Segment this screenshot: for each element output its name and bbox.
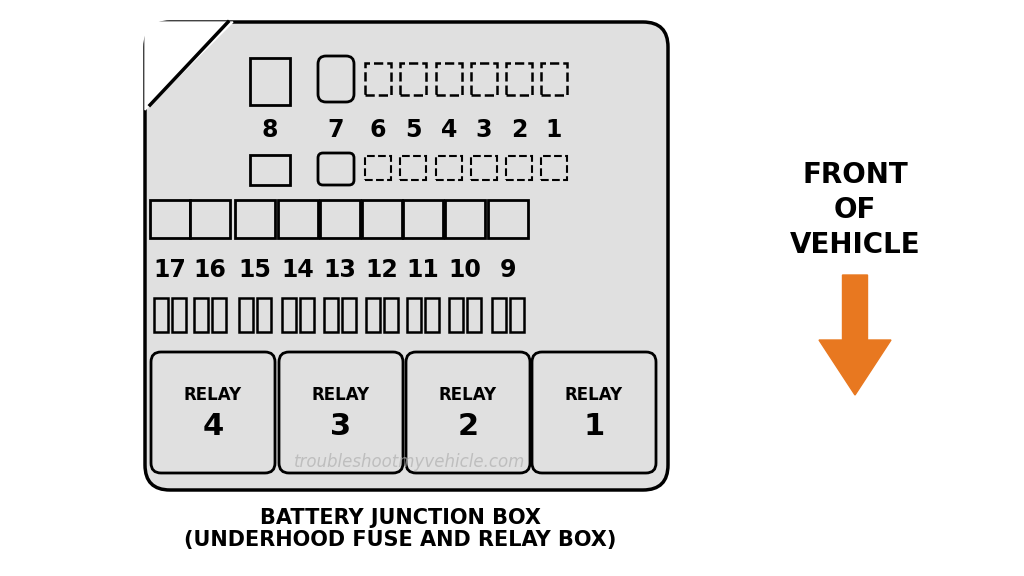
Bar — [362, 200, 402, 238]
Text: 10: 10 — [449, 258, 481, 282]
Bar — [384, 298, 398, 332]
FancyBboxPatch shape — [318, 153, 354, 185]
Text: 13: 13 — [324, 258, 356, 282]
Text: RELAY: RELAY — [565, 385, 623, 404]
Text: OF: OF — [834, 196, 877, 224]
Text: (UNDERHOOD FUSE AND RELAY BOX): (UNDERHOOD FUSE AND RELAY BOX) — [184, 530, 616, 550]
Bar — [342, 298, 356, 332]
Bar — [300, 298, 314, 332]
Text: 4: 4 — [203, 412, 223, 441]
FancyBboxPatch shape — [151, 352, 275, 473]
Text: VEHICLE: VEHICLE — [790, 231, 921, 259]
Bar — [506, 63, 532, 95]
Text: 5: 5 — [404, 118, 421, 142]
Text: 4: 4 — [440, 118, 457, 142]
Bar — [366, 298, 380, 332]
Bar — [319, 200, 360, 238]
Text: 3: 3 — [476, 118, 493, 142]
Bar — [425, 298, 439, 332]
FancyBboxPatch shape — [279, 352, 403, 473]
Bar — [212, 298, 226, 332]
FancyBboxPatch shape — [250, 155, 290, 185]
FancyBboxPatch shape — [532, 352, 656, 473]
Bar — [257, 298, 271, 332]
Bar — [436, 156, 462, 180]
Bar — [471, 156, 497, 180]
Bar — [234, 200, 275, 238]
FancyBboxPatch shape — [250, 58, 290, 105]
Text: RELAY: RELAY — [439, 385, 497, 404]
Bar — [239, 298, 253, 332]
Text: 8: 8 — [262, 118, 279, 142]
Text: 2: 2 — [511, 118, 527, 142]
Text: RELAY: RELAY — [312, 385, 370, 404]
FancyBboxPatch shape — [318, 56, 354, 102]
Text: 11: 11 — [407, 258, 439, 282]
Bar — [400, 156, 426, 180]
FancyArrow shape — [819, 275, 891, 395]
Bar — [492, 298, 506, 332]
FancyBboxPatch shape — [145, 22, 668, 490]
Text: FRONT: FRONT — [802, 161, 908, 189]
Bar — [467, 298, 481, 332]
Text: 16: 16 — [194, 258, 226, 282]
Text: BATTERY JUNCTION BOX: BATTERY JUNCTION BOX — [259, 508, 541, 528]
Text: 7: 7 — [328, 118, 344, 142]
Bar — [194, 298, 208, 332]
Bar — [400, 63, 426, 95]
Bar — [403, 200, 443, 238]
Bar — [324, 298, 338, 332]
FancyBboxPatch shape — [406, 352, 530, 473]
Text: 15: 15 — [239, 258, 271, 282]
Text: 3: 3 — [331, 412, 351, 441]
Bar — [541, 63, 567, 95]
Text: 2: 2 — [458, 412, 478, 441]
Bar — [445, 200, 485, 238]
Text: RELAY: RELAY — [184, 385, 242, 404]
Bar — [282, 298, 296, 332]
Text: 12: 12 — [366, 258, 398, 282]
Text: 1: 1 — [584, 412, 604, 441]
Bar — [510, 298, 524, 332]
Bar — [407, 298, 421, 332]
Bar — [436, 63, 462, 95]
Text: troubleshootmyvehicle.com: troubleshootmyvehicle.com — [294, 453, 525, 471]
Bar — [365, 156, 391, 180]
Bar — [449, 298, 463, 332]
Text: 9: 9 — [500, 258, 516, 282]
Bar — [506, 156, 532, 180]
Bar — [154, 298, 168, 332]
Bar — [471, 63, 497, 95]
Text: 14: 14 — [282, 258, 314, 282]
Bar — [150, 200, 190, 238]
Bar — [488, 200, 528, 238]
Bar — [190, 200, 230, 238]
Bar — [541, 156, 567, 180]
Bar — [278, 200, 318, 238]
Bar — [365, 63, 391, 95]
Polygon shape — [145, 22, 233, 110]
Bar — [172, 298, 186, 332]
Text: 6: 6 — [370, 118, 386, 142]
Text: 17: 17 — [154, 258, 186, 282]
Text: 1: 1 — [546, 118, 562, 142]
